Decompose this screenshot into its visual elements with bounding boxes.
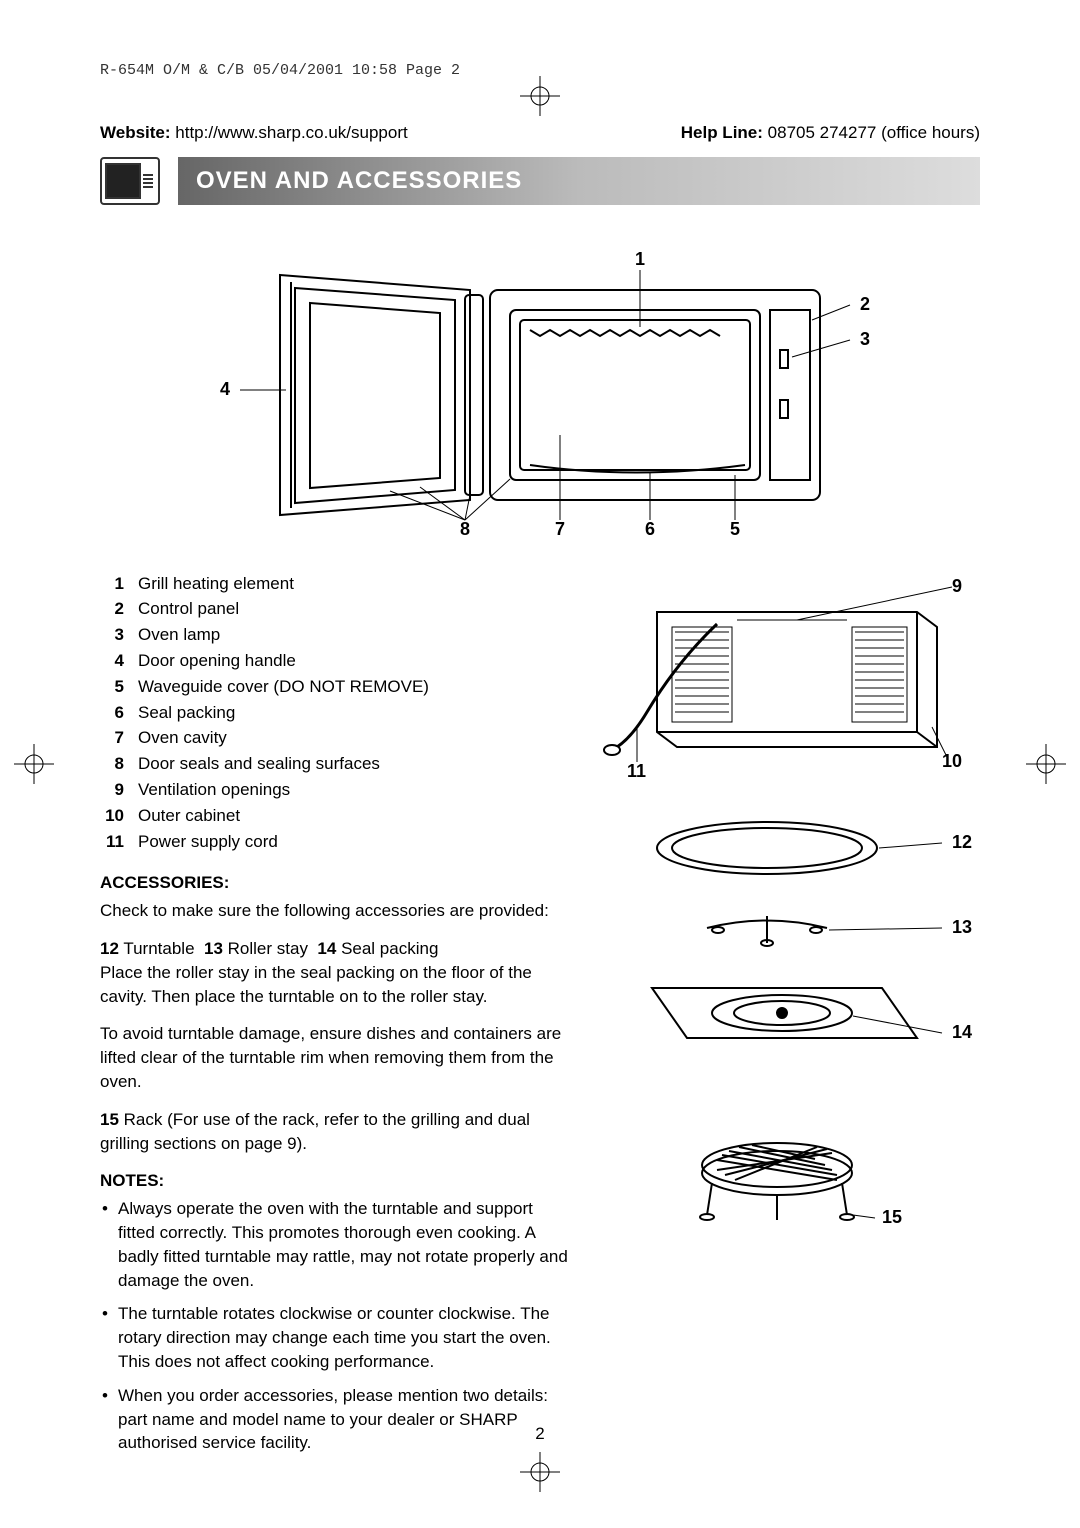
list-item: 1Grill heating element xyxy=(100,572,573,596)
notes-list: Always operate the oven with the turntab… xyxy=(100,1197,573,1455)
website-value: http://www.sharp.co.uk/support xyxy=(175,123,407,142)
list-item: 8Door seals and sealing surfaces xyxy=(100,752,573,776)
accessories-intro: Check to make sure the following accesso… xyxy=(100,899,573,923)
rack-diagram: 15 xyxy=(657,1125,917,1245)
svg-text:14: 14 xyxy=(952,1022,972,1042)
list-item: 4Door opening handle xyxy=(100,649,573,673)
list-item: The turntable rotates clockwise or count… xyxy=(118,1302,573,1373)
rear-diagram: 9 10 11 xyxy=(597,572,977,792)
reg-mark-right xyxy=(1026,744,1066,784)
list-item: 11Power supply cord xyxy=(100,830,573,854)
helpline-line: Help Line: 08705 274277 (office hours) xyxy=(681,121,980,145)
helpline-value: 08705 274277 (office hours) xyxy=(768,123,980,142)
list-item: 6Seal packing xyxy=(100,701,573,725)
list-item: Always operate the oven with the turntab… xyxy=(118,1197,573,1292)
svg-text:9: 9 xyxy=(951,576,961,596)
svg-text:1: 1 xyxy=(635,249,645,269)
svg-text:2: 2 xyxy=(860,294,870,314)
svg-text:12: 12 xyxy=(952,832,972,852)
microwave-icon xyxy=(100,157,160,205)
website-line: Website: http://www.sharp.co.uk/support xyxy=(100,121,408,145)
svg-text:13: 13 xyxy=(952,917,972,937)
rack-line: 15 Rack (For use of the rack, refer to t… xyxy=(100,1108,573,1156)
accessories-title: ACCESSORIES: xyxy=(100,871,573,895)
title-bar: OVEN AND ACCESSORIES xyxy=(178,157,980,205)
helpline-label: Help Line: xyxy=(681,123,763,142)
parts-list: 1Grill heating element 2Control panel 3O… xyxy=(100,572,573,854)
svg-text:4: 4 xyxy=(220,379,230,399)
svg-text:5: 5 xyxy=(730,519,740,539)
svg-text:6: 6 xyxy=(645,519,655,539)
reg-mark-top xyxy=(520,76,560,116)
svg-text:8: 8 xyxy=(460,519,470,539)
acc-line: 12 Turntable 13 Roller stay 14 Seal pack… xyxy=(100,937,573,1008)
svg-text:3: 3 xyxy=(860,329,870,349)
list-item: 5Waveguide cover (DO NOT REMOVE) xyxy=(100,675,573,699)
list-item: 9Ventilation openings xyxy=(100,778,573,802)
reg-mark-left xyxy=(14,744,54,784)
svg-text:7: 7 xyxy=(555,519,565,539)
list-item: When you order accessories, please menti… xyxy=(118,1384,573,1455)
reg-mark-bottom xyxy=(520,1452,560,1492)
front-diagram: 1 2 3 4 5 6 7 8 xyxy=(100,235,980,562)
avoid-text: To avoid turntable damage, ensure dishes… xyxy=(100,1022,573,1093)
page-number: 2 xyxy=(535,1422,544,1446)
notes-title: NOTES: xyxy=(100,1169,573,1193)
list-item: 3Oven lamp xyxy=(100,623,573,647)
page-title: OVEN AND ACCESSORIES xyxy=(196,164,522,198)
website-label: Website: xyxy=(100,123,171,142)
list-item: 7Oven cavity xyxy=(100,726,573,750)
list-item: 10Outer cabinet xyxy=(100,804,573,828)
list-item: 2Control panel xyxy=(100,597,573,621)
accessories-diagram: 12 13 14 xyxy=(597,798,977,1118)
svg-text:11: 11 xyxy=(627,761,646,781)
svg-text:15: 15 xyxy=(882,1207,902,1227)
